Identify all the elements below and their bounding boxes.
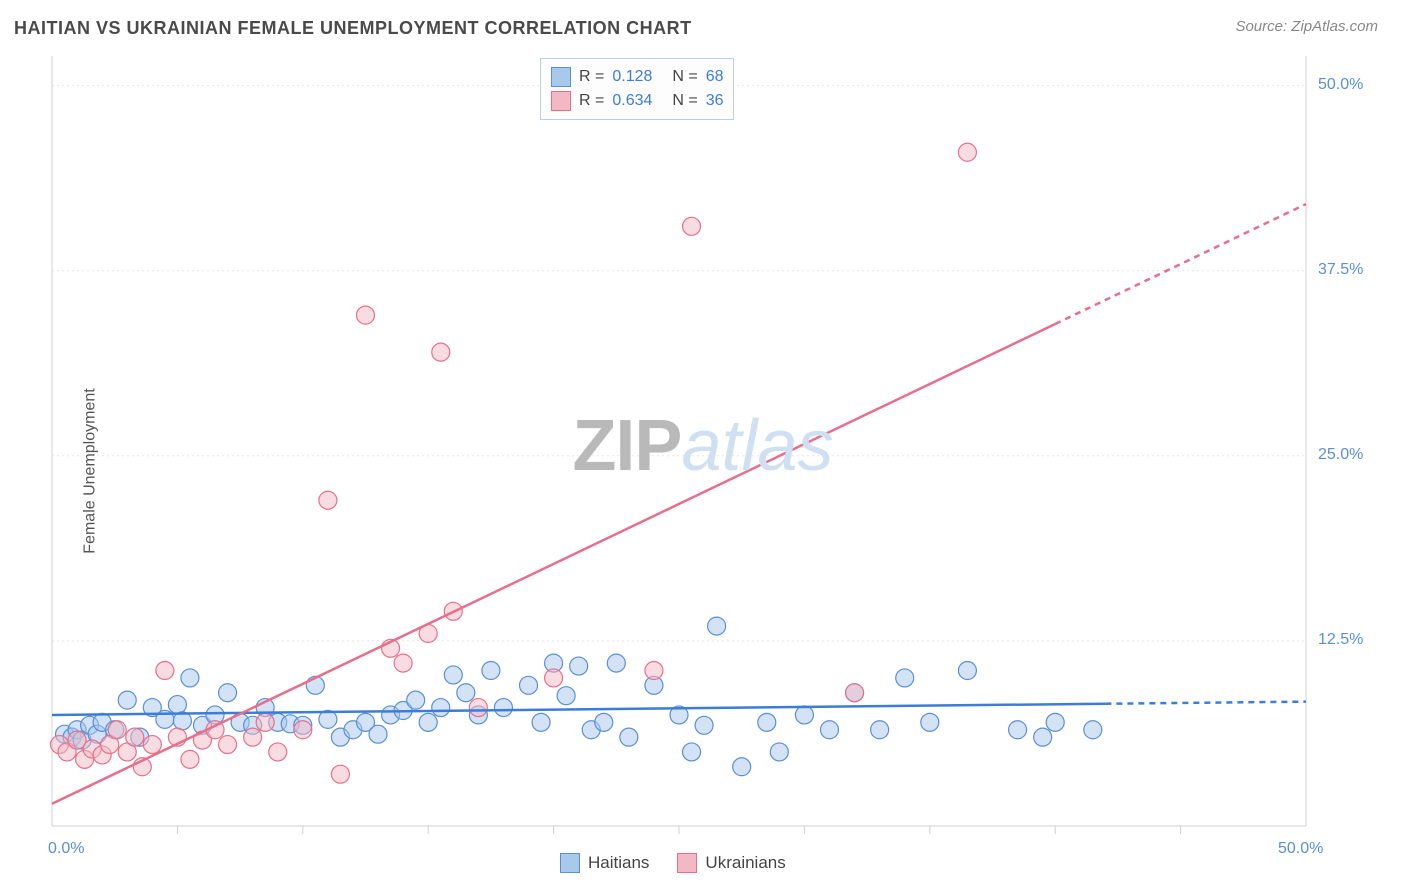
chart-container: Female Unemployment ZIPatlas R =0.128N =… [0, 50, 1406, 892]
y-tick-label: 12.5% [1318, 631, 1363, 649]
y-tick-label: 37.5% [1318, 261, 1363, 279]
x-axis-max-label: 50.0% [1278, 840, 1323, 858]
r-value: 0.634 [612, 92, 664, 110]
series-legend: Haitians Ukrainians [560, 836, 786, 890]
legend-item: Ukrainians [677, 853, 785, 873]
scatter-chart [0, 50, 1406, 892]
legend-label: Haitians [588, 853, 649, 873]
correlation-legend: R = 0.128 N = 68 R = 0.634 N = 36 [540, 58, 734, 120]
n-label: N = [672, 92, 697, 110]
r-value: 0.128 [612, 68, 664, 86]
legend-swatch [551, 67, 571, 87]
x-axis-min-label: 0.0% [48, 840, 84, 858]
chart-header: HAITIAN VS UKRAINIAN FEMALE UNEMPLOYMENT… [0, 0, 1406, 47]
chart-title: HAITIAN VS UKRAINIAN FEMALE UNEMPLOYMENT… [14, 18, 692, 39]
legend-swatch [551, 91, 571, 111]
y-tick-label: 25.0% [1318, 446, 1363, 464]
n-value: 36 [706, 92, 724, 110]
legend-swatch [677, 853, 697, 873]
n-value: 68 [706, 68, 724, 86]
legend-row: R = 0.634 N = 36 [551, 89, 723, 113]
legend-label: Ukrainians [705, 853, 785, 873]
y-tick-label: 50.0% [1318, 76, 1363, 94]
legend-item: Haitians [560, 853, 649, 873]
y-axis-label: Female Unemployment [82, 388, 100, 553]
r-label: R = [579, 92, 604, 110]
source-attribution: Source: ZipAtlas.com [1235, 18, 1378, 35]
legend-swatch [560, 853, 580, 873]
legend-row: R = 0.128 N = 68 [551, 65, 723, 89]
r-label: R = [579, 68, 604, 86]
n-label: N = [672, 68, 697, 86]
